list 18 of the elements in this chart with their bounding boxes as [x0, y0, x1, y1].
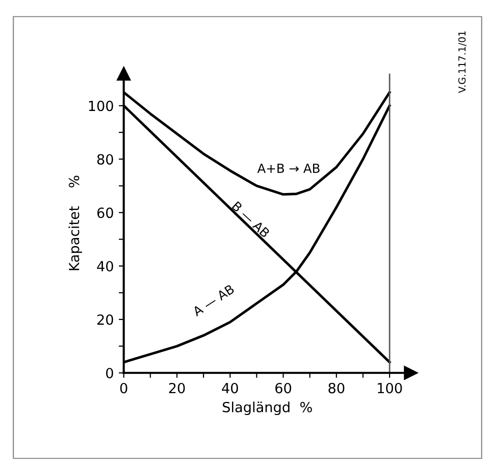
annotation: A+B → AB — [257, 164, 320, 173]
y-tick-label: 100 — [89, 100, 114, 112]
x-tick-label: 60 — [275, 382, 292, 394]
x-tick-label: 0 — [120, 382, 128, 394]
annotation: B — AB — [232, 201, 270, 238]
x-tick-label: 80 — [328, 382, 344, 394]
annotation: A — AB — [192, 284, 235, 316]
text: V.G.117.1/01 — [458, 31, 466, 93]
y-tick-label: 0 — [106, 368, 114, 378]
y-tick-label: 20 — [97, 314, 114, 325]
y-tick-label: 40 — [97, 260, 114, 272]
y-axis-title: Kapacitet % — [68, 176, 82, 270]
y-tick-label: 80 — [97, 154, 114, 165]
x-tick-label: 40 — [222, 382, 238, 394]
y-tick-label: 60 — [97, 208, 114, 218]
x-axis-title: Slaglängd % — [222, 402, 312, 416]
x-tick-label: 20 — [169, 382, 185, 394]
x-tick-label: 100 — [378, 382, 402, 394]
